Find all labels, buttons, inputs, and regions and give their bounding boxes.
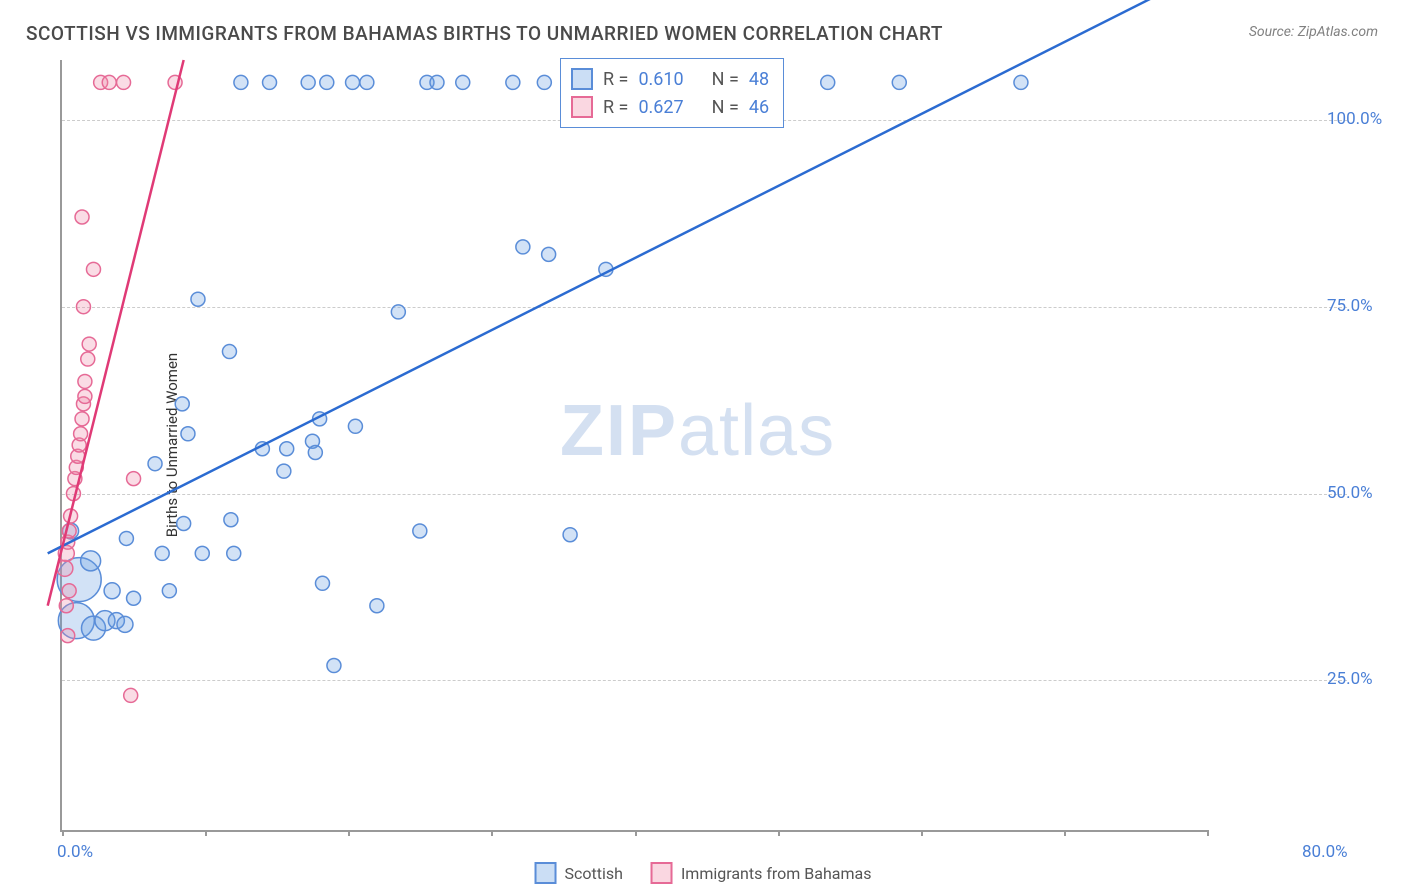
x-tick [1207,830,1209,836]
scatter-point [301,75,315,89]
scatter-point [177,516,191,530]
scatter-point [391,305,405,319]
x-tick [921,830,923,836]
scatter-point [127,591,141,605]
scatter-point [277,464,291,478]
scatter-point [413,524,427,538]
scatter-point [456,75,470,89]
scatter-point [119,531,133,545]
legend-swatch [535,862,557,884]
scatter-point [370,599,384,613]
scatter-point [62,584,76,598]
scatter-point [224,513,238,527]
scatter-point [195,546,209,560]
x-tick [1064,830,1066,836]
scatter-point [86,262,100,276]
n-value: 46 [749,97,769,118]
scatter-point [162,584,176,598]
scatter-point [155,546,169,560]
scatter-point [75,412,89,426]
scatter-point [74,427,88,441]
scatter-point [227,546,241,560]
x-tick [348,830,350,836]
scatter-point [430,75,444,89]
x-tick [205,830,207,836]
scatter-point [315,576,329,590]
scatter-point [348,419,362,433]
scatter-point [181,427,195,441]
n-value: 48 [749,69,769,90]
chart-title: SCOTTISH VS IMMIGRANTS FROM BAHAMAS BIRT… [26,22,943,45]
scatter-point [104,583,120,599]
scatter-point [61,629,75,643]
scatter-point [542,247,556,261]
x-tick-label: 0.0% [57,842,93,862]
scatter-point [81,551,101,571]
scatter-point [148,457,162,471]
x-tick-label: 80.0% [1302,842,1348,862]
source-label: Source: ZipAtlas.com [1249,24,1378,40]
scatter-point [308,445,322,459]
legend-item: Immigrants from Bahamas [651,862,872,884]
r-value: 0.627 [638,97,683,118]
scatter-point [327,659,341,673]
x-tick [62,830,64,836]
scatter-point [175,397,189,411]
scatter-point [117,616,133,632]
legend-row: R = 0.627 N = 46 [571,93,769,121]
scatter-point [102,75,116,89]
n-label: N = [712,97,739,118]
scatter-point [563,528,577,542]
legend-row: R = 0.610 N = 48 [571,65,769,93]
scatter-point [360,75,374,89]
scatter-point [78,389,92,403]
scatter-point [59,599,73,613]
legend-item: Scottish [535,862,623,884]
scatter-point [537,75,551,89]
legend-series: Scottish Immigrants from Bahamas [535,862,872,884]
scatter-point [506,75,520,89]
x-tick [491,830,493,836]
scatter-point [1014,75,1028,89]
scatter-point [821,75,835,89]
scatter-point [516,240,530,254]
scatter-point [124,688,138,702]
scatter-point [82,337,96,351]
scatter-point [263,75,277,89]
scatter-point [222,345,236,359]
r-label: R = [603,69,628,90]
legend-swatch [571,96,593,118]
trend-line [48,60,184,606]
scatter-plot-svg [62,60,1347,830]
legend-correlation: R = 0.610 N = 48 R = 0.627 N = 46 [560,58,784,128]
legend-swatch [571,68,593,90]
x-tick [778,830,780,836]
scatter-point [78,374,92,388]
r-value: 0.610 [638,69,683,90]
legend-label: Scottish [565,864,623,883]
scatter-point [346,75,360,89]
scatter-point [75,210,89,224]
scatter-point [234,75,248,89]
legend-label: Immigrants from Bahamas [681,864,872,883]
scatter-point [320,75,334,89]
scatter-point [280,442,294,456]
plot-area: Births to Unmarried Women 25.0%50.0%75.0… [60,60,1207,832]
legend-swatch [651,862,673,884]
scatter-point [892,75,906,89]
scatter-point [127,472,141,486]
r-label: R = [603,97,628,118]
n-label: N = [712,69,739,90]
scatter-point [81,352,95,366]
scatter-point [76,300,90,314]
scatter-point [191,292,205,306]
x-tick [635,830,637,836]
scatter-point [117,75,131,89]
